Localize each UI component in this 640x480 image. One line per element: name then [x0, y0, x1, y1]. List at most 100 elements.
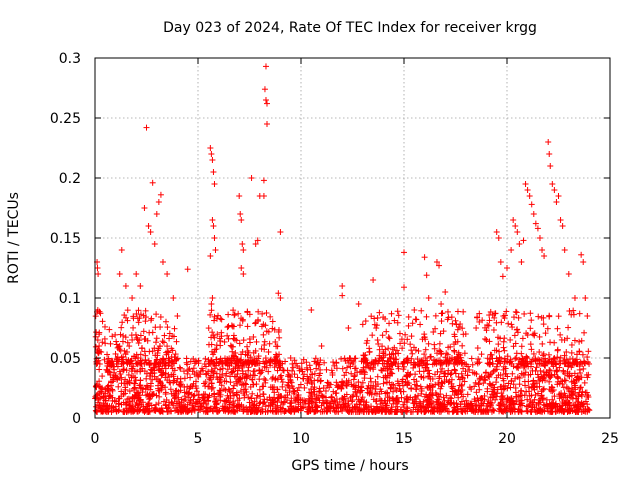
data-point: [563, 349, 570, 356]
data-point: [185, 367, 192, 374]
data-point: [388, 369, 395, 376]
data-point: [540, 350, 547, 357]
data-point: [549, 396, 556, 403]
data-point: [425, 295, 432, 301]
data-point: [538, 360, 545, 367]
x-tick-label: 20: [498, 431, 516, 447]
data-point: [96, 395, 103, 402]
data-point: [544, 325, 551, 332]
data-point: [532, 358, 539, 365]
data-point: [295, 407, 302, 414]
data-point: [429, 383, 436, 390]
data-point: [534, 371, 541, 378]
data-point: [460, 308, 467, 315]
data-point: [462, 331, 469, 337]
data-point: [209, 295, 216, 301]
data-point: [457, 354, 464, 361]
data-point: [456, 376, 463, 383]
data-point: [323, 397, 330, 404]
data-point: [135, 408, 142, 415]
data-point: [531, 396, 538, 403]
data-point: [121, 380, 128, 387]
data-point: [95, 349, 102, 356]
data-point: [515, 406, 522, 413]
data-point: [471, 383, 478, 390]
data-point: [585, 371, 592, 378]
data-point: [206, 376, 213, 383]
data-point: [213, 346, 220, 353]
data-point: [524, 408, 531, 415]
data-point: [392, 350, 399, 357]
data-point: [226, 401, 233, 408]
data-point: [132, 331, 139, 338]
data-point: [474, 314, 481, 321]
data-point: [515, 314, 522, 321]
data-point: [141, 348, 148, 355]
data-point: [165, 408, 172, 415]
data-point: [494, 390, 501, 397]
y-axis-label: ROTI / TECUs: [6, 192, 22, 284]
data-point: [371, 321, 378, 328]
data-point: [117, 371, 124, 378]
data-point: [247, 408, 254, 415]
data-point: [175, 408, 182, 415]
data-point: [218, 316, 225, 323]
data-point: [580, 365, 587, 372]
data-point: [487, 308, 494, 315]
data-point: [444, 408, 451, 415]
data-point: [364, 385, 371, 392]
data-point: [405, 322, 412, 329]
data-point: [359, 379, 366, 386]
data-point: [130, 386, 137, 393]
data-point: [241, 406, 248, 413]
data-point: [209, 329, 216, 336]
data-point: [155, 345, 162, 352]
data-point: [408, 347, 415, 354]
data-point: [553, 199, 560, 205]
data-point: [581, 329, 588, 336]
data-point: [528, 360, 535, 367]
data-point: [352, 386, 359, 393]
data-point: [133, 334, 140, 341]
data-point: [143, 370, 150, 377]
data-point: [551, 393, 558, 400]
data-point: [100, 393, 107, 400]
data-point: [388, 381, 395, 388]
data-point: [519, 402, 526, 409]
data-point: [144, 337, 151, 344]
data-point: [447, 343, 454, 350]
data-point: [506, 402, 513, 409]
chart-title: Day 023 of 2024, Rate Of TEC Index for r…: [163, 20, 537, 36]
data-point: [239, 316, 246, 323]
data-point: [321, 406, 328, 413]
data-point: [571, 337, 578, 344]
data-point: [149, 348, 156, 355]
data-point: [576, 389, 583, 396]
data-point: [335, 383, 342, 390]
data-point: [321, 359, 328, 366]
data-point: [124, 307, 131, 314]
data-point: [102, 340, 109, 347]
data-point: [230, 368, 237, 375]
data-point: [262, 377, 269, 384]
data-point: [216, 387, 223, 394]
data-point: [236, 193, 243, 199]
data-point: [439, 310, 446, 317]
data-point: [552, 360, 559, 367]
data-point: [434, 396, 441, 403]
data-point: [153, 211, 160, 217]
data-point: [563, 384, 570, 391]
data-point: [566, 370, 573, 377]
data-point: [296, 365, 303, 372]
data-point: [109, 387, 116, 394]
data-point: [400, 401, 407, 408]
data-point: [501, 347, 508, 354]
data-point: [503, 308, 510, 315]
data-point: [211, 391, 218, 398]
data-point: [240, 390, 247, 397]
data-point: [502, 370, 509, 377]
data-point: [531, 380, 538, 387]
data-point: [386, 335, 393, 342]
data-point: [499, 392, 506, 399]
data-point: [376, 309, 383, 316]
